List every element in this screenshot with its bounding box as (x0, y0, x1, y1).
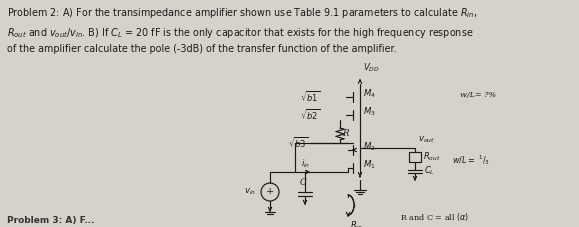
Text: $\sqrt{b3}$: $\sqrt{b3}$ (288, 136, 308, 150)
Text: $R_{out}$: $R_{out}$ (423, 151, 441, 163)
Text: C: C (300, 178, 306, 187)
Text: $M_1$: $M_1$ (363, 159, 376, 171)
Text: $C_L$: $C_L$ (424, 165, 435, 177)
Text: R: R (342, 129, 349, 138)
Text: Problem 3: A) F...: Problem 3: A) F... (7, 215, 94, 225)
Text: $i_{in}$: $i_{in}$ (301, 158, 310, 170)
Text: R and C = all $(\alpha)$: R and C = all $(\alpha)$ (400, 211, 469, 223)
Text: $M_3$: $M_3$ (363, 106, 376, 118)
Text: $M_2$: $M_2$ (363, 141, 376, 153)
Text: Problem 2: A) For the transimpedance amplifier shown use Table 9.1 parameters to: Problem 2: A) For the transimpedance amp… (7, 6, 477, 54)
Text: $\sqrt{b2}$: $\sqrt{b2}$ (300, 108, 320, 122)
Text: $w/L=\ ^1/_3$: $w/L=\ ^1/_3$ (452, 153, 490, 167)
Text: +: + (266, 188, 274, 197)
Text: $V_{DD}$: $V_{DD}$ (363, 62, 380, 74)
Text: $v_{out}$: $v_{out}$ (418, 135, 435, 145)
Text: $M_4$: $M_4$ (363, 88, 376, 100)
Text: $\sqrt{b1}$: $\sqrt{b1}$ (300, 90, 320, 104)
Bar (409, 152, 421, 162)
Text: $v_{in}$: $v_{in}$ (244, 187, 256, 197)
Text: $R_{in}$: $R_{in}$ (350, 219, 363, 227)
Text: w/L= ?%: w/L= ?% (460, 91, 496, 99)
